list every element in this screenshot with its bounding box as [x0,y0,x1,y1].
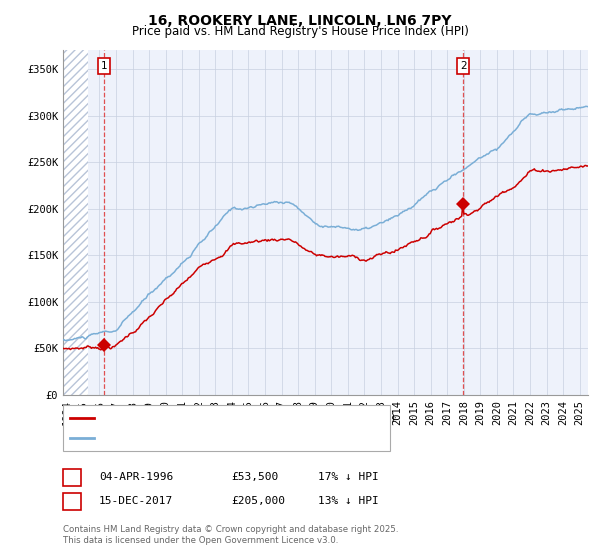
Text: 13% ↓ HPI: 13% ↓ HPI [318,496,379,506]
Text: Contains HM Land Registry data © Crown copyright and database right 2025.
This d: Contains HM Land Registry data © Crown c… [63,525,398,545]
Text: 15-DEC-2017: 15-DEC-2017 [99,496,173,506]
Bar [63,50,88,395]
Text: 2: 2 [460,61,466,71]
Text: £205,000: £205,000 [231,496,285,506]
Text: HPI: Average price, detached house, Lincoln: HPI: Average price, detached house, Linc… [99,433,329,443]
Text: £53,500: £53,500 [231,472,278,482]
Text: 04-APR-1996: 04-APR-1996 [99,472,173,482]
Text: 1: 1 [68,472,76,482]
Text: 1: 1 [101,61,107,71]
Text: 17% ↓ HPI: 17% ↓ HPI [318,472,379,482]
Text: Price paid vs. HM Land Registry's House Price Index (HPI): Price paid vs. HM Land Registry's House … [131,25,469,38]
Text: 2: 2 [68,496,76,506]
Text: 16, ROOKERY LANE, LINCOLN, LN6 7PY: 16, ROOKERY LANE, LINCOLN, LN6 7PY [148,14,452,28]
Text: 16, ROOKERY LANE, LINCOLN, LN6 7PY (detached house): 16, ROOKERY LANE, LINCOLN, LN6 7PY (deta… [99,413,395,423]
